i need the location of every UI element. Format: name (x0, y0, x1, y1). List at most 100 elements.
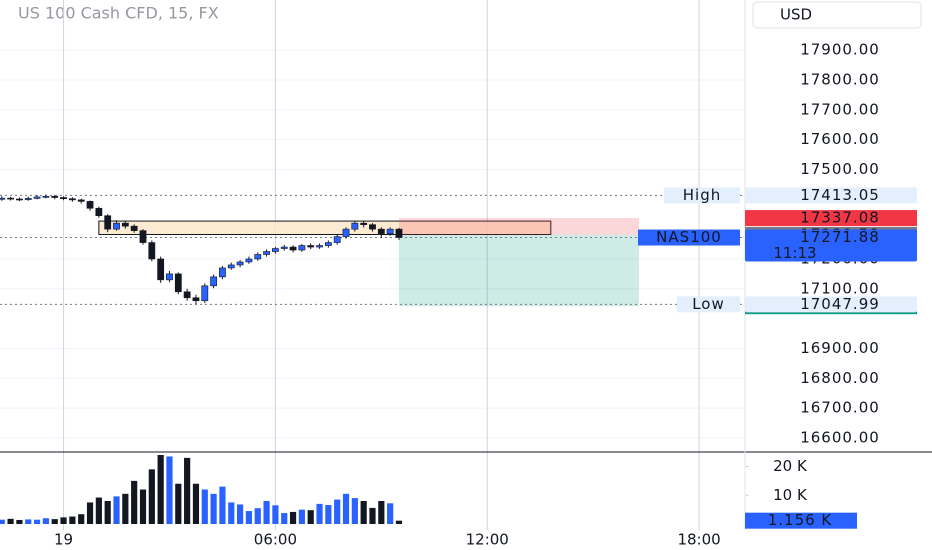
x-tick-label: 12:00 (466, 531, 509, 549)
candle-body (245, 258, 253, 263)
candle-body (360, 222, 368, 225)
candle-body (0, 197, 6, 200)
volume-bar (7, 518, 14, 524)
volume-bar (184, 457, 191, 524)
y-tick-label: 16600.00 (800, 428, 880, 446)
volume-bar (219, 486, 226, 524)
candle-body (183, 291, 191, 299)
volume-bar (289, 511, 297, 524)
volume-bar (42, 518, 49, 524)
level-value-box (745, 187, 917, 204)
volume-bar (175, 483, 182, 524)
candle-body (104, 215, 112, 230)
candle-body (139, 230, 147, 243)
volume-bar (122, 493, 129, 524)
level-value-box (745, 229, 917, 262)
y-tick-label: 17500.00 (800, 160, 880, 178)
candle-body (60, 197, 67, 200)
volume-bar (360, 501, 367, 524)
volume-bar (298, 509, 305, 524)
y-tick-label: 17800.00 (800, 70, 880, 88)
volume-bar (342, 493, 350, 524)
stop-zone (398, 218, 640, 235)
candle-body (236, 261, 244, 266)
chart-title: US 100 Cash CFD, 15, FX (18, 4, 219, 23)
level-name-box (638, 229, 740, 246)
candle-body (280, 246, 288, 249)
volume-bar (201, 489, 208, 524)
volume-bar (351, 498, 358, 524)
x-tick-label: 06:00 (254, 531, 297, 549)
volume-bar (104, 501, 111, 524)
candle-body (51, 196, 59, 198)
volume-last-label: 1.156 K (768, 511, 833, 529)
y-tick-label: 17600.00 (800, 130, 880, 148)
x-tick-label: 19 (54, 531, 73, 549)
volume-bar (78, 514, 85, 524)
volume-bar (369, 507, 376, 524)
candle-body (130, 225, 138, 231)
candle-body (395, 228, 403, 238)
volume-bar (395, 520, 403, 524)
y-tick-label: 16900.00 (800, 339, 880, 357)
candle-body (174, 273, 182, 293)
volume-bar (113, 496, 120, 524)
candle-body (289, 246, 297, 251)
candle-body (369, 224, 376, 230)
volume-tick-label: 20 K (773, 457, 808, 475)
zone-box (98, 220, 552, 236)
volume-bar (131, 480, 138, 524)
level-name-box (664, 187, 740, 204)
volume-bar (192, 483, 200, 524)
volume-bar (237, 504, 244, 524)
volume-bar (325, 505, 332, 524)
candle-body (316, 245, 323, 248)
volume-bar (245, 511, 253, 524)
y-tick-label: 17900.00 (800, 41, 880, 59)
volume-tick-label: 10 K (773, 486, 808, 504)
candle-body (148, 242, 156, 260)
volume-bar (0, 519, 5, 524)
candle-body (298, 245, 306, 251)
candle-body (42, 196, 50, 198)
candle-body (386, 228, 394, 234)
volume-bar (378, 501, 385, 524)
volume-bar (16, 519, 23, 524)
volume-bar (263, 501, 270, 524)
volume-bar (69, 516, 76, 524)
candle-body (272, 248, 279, 252)
candle-body (121, 222, 129, 227)
candle-body (219, 267, 226, 278)
candle-body (86, 201, 94, 209)
currency-button[interactable] (752, 1, 922, 29)
level-value: 17047.99 (800, 295, 880, 313)
volume-bar (60, 517, 67, 524)
volume-bar (139, 489, 147, 524)
candle-body (324, 242, 332, 246)
y-tick-label: 17700.00 (800, 100, 880, 118)
candle-body (192, 297, 200, 302)
volume-bar (387, 503, 394, 524)
y-tick-label: 17100.00 (800, 279, 880, 297)
candle-body (307, 245, 315, 248)
level-name-box (677, 296, 740, 313)
volume-bar (272, 505, 279, 524)
countdown: 11:13 (773, 244, 816, 262)
candle-body (157, 258, 165, 281)
y-tick-label: 16700.00 (800, 399, 880, 417)
volume-bar (281, 513, 288, 524)
volume-bar (228, 502, 235, 524)
level-name: High (683, 186, 721, 204)
level-value: 17413.05 (800, 186, 880, 204)
volume-bar (95, 497, 102, 524)
volume-bar (86, 502, 94, 524)
x-tick-label: 18:00 (677, 531, 720, 549)
currency[interactable]: USD (780, 6, 812, 24)
candle-body (210, 276, 218, 287)
candle-body (351, 222, 359, 230)
candle-body (33, 196, 41, 199)
candle-body (166, 273, 173, 281)
